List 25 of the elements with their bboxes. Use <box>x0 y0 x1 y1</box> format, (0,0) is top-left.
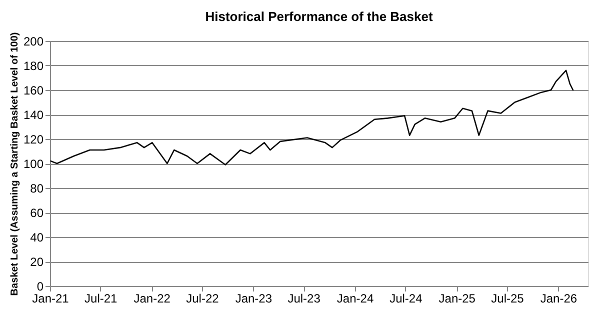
y-tick-label: 80 <box>30 182 44 196</box>
x-tick-label: Jan-26 <box>540 292 578 306</box>
y-tick-label: 140 <box>23 108 44 122</box>
x-tick-label: Jul-21 <box>84 292 118 306</box>
y-tick-label: 60 <box>30 206 44 220</box>
x-tick-label: Jan-22 <box>134 292 171 306</box>
y-tick-label: 160 <box>23 84 44 98</box>
x-tick-label: Jan-25 <box>438 292 476 306</box>
y-tick-label: 180 <box>23 59 44 73</box>
y-tick-label: 20 <box>30 255 44 269</box>
line-series <box>50 70 574 166</box>
x-tick-label: Jul-23 <box>288 292 321 306</box>
y-tick-label: 200 <box>23 34 44 48</box>
y-axis-title: Basket Level (Assuming a Starting Basket Level of 100) <box>9 32 20 296</box>
x-tick-label: Jan-23 <box>235 292 272 306</box>
chart-title: Historical Performance of the Basket <box>205 8 434 24</box>
y-tick-label: 0 <box>36 280 44 294</box>
x-tick-label: Jan-24 <box>336 292 374 306</box>
x-tick-label: Jul-24 <box>390 292 423 306</box>
y-tick-label: 120 <box>23 132 44 146</box>
y-tick-label: 100 <box>23 157 44 171</box>
x-tick-label: Jul-22 <box>186 292 220 306</box>
y-tick-label: 40 <box>30 230 44 244</box>
x-tick-label: Jan-21 <box>32 292 70 306</box>
x-tick-label: Jul-25 <box>491 292 524 306</box>
